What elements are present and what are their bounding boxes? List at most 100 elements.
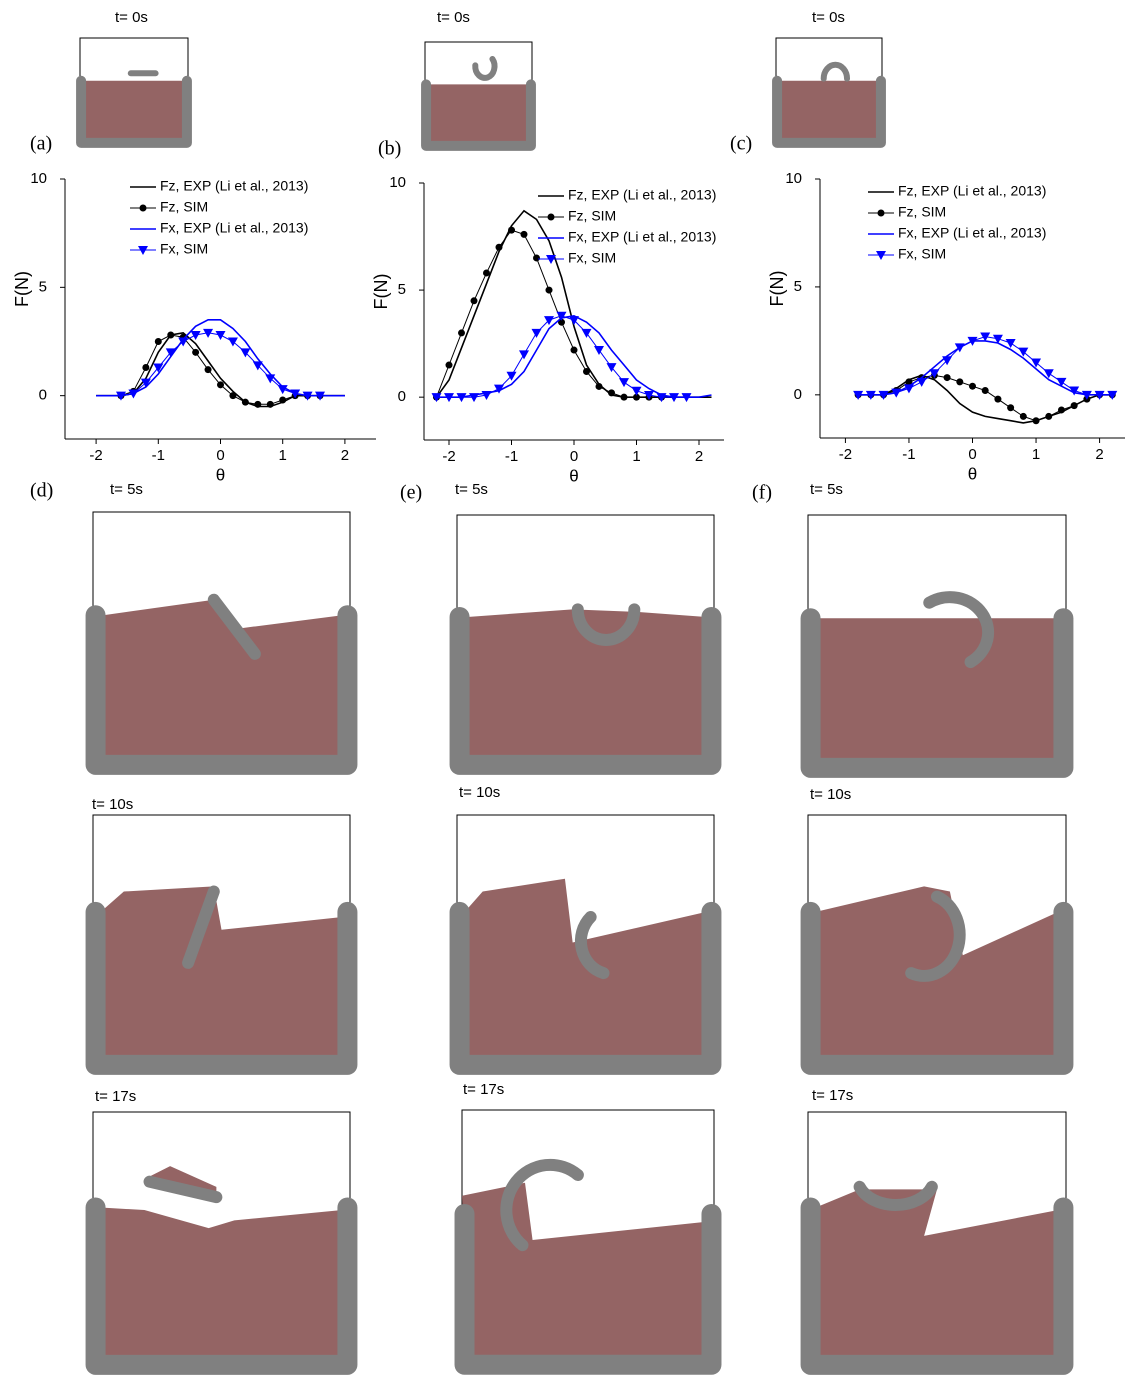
legend-label: Fz, EXP (Li et al., 2013) <box>568 187 716 203</box>
snapshot <box>93 1112 350 1370</box>
snapshot <box>93 512 350 770</box>
container-wall <box>811 1207 1064 1364</box>
intruder <box>860 1187 932 1205</box>
marker <box>279 396 287 404</box>
y-tick-label: 10 <box>785 170 802 187</box>
marker <box>546 255 556 264</box>
marker <box>583 367 590 375</box>
marker <box>942 356 953 366</box>
x-tick-label: -2 <box>89 447 102 464</box>
x-tick-label: -2 <box>442 448 455 465</box>
marker <box>1005 339 1016 349</box>
marker <box>633 393 640 401</box>
y-axis-label: F(N) <box>371 274 391 310</box>
marker <box>266 400 274 408</box>
marker <box>167 331 175 339</box>
marker <box>302 391 313 401</box>
marker <box>1107 390 1118 400</box>
marker <box>431 393 442 403</box>
container-wall <box>460 912 712 1065</box>
marker <box>315 391 326 401</box>
granular-bed <box>83 80 185 142</box>
marker <box>865 390 876 400</box>
marker <box>876 251 886 260</box>
time-label: t= 10s <box>810 786 851 803</box>
x-tick-label: 1 <box>1032 446 1040 463</box>
y-axis-label: F(N) <box>767 271 787 307</box>
snapshot <box>776 38 882 145</box>
container-wall <box>460 617 712 765</box>
container-wall <box>465 1214 712 1365</box>
x-tick-label: 1 <box>632 448 640 465</box>
marker <box>980 332 991 342</box>
marker <box>644 391 654 401</box>
marker <box>669 393 679 403</box>
container-wall <box>811 912 1064 1065</box>
marker <box>544 316 554 326</box>
marker <box>878 390 889 400</box>
marker <box>445 361 453 369</box>
marker <box>533 254 540 262</box>
marker <box>483 269 490 277</box>
marker <box>569 316 579 326</box>
y-tick-label: 5 <box>39 278 47 295</box>
marker <box>456 393 467 403</box>
marker <box>681 393 692 403</box>
marker <box>1057 406 1065 414</box>
marker <box>458 329 465 337</box>
legend-label: Fz, EXP (Li et al., 2013) <box>160 178 308 194</box>
legend-label: Fz, EXP (Li et al., 2013) <box>898 183 1046 199</box>
intruder <box>188 892 214 963</box>
time-label: t= 0s <box>437 9 470 26</box>
marker <box>495 243 503 251</box>
marker <box>631 386 642 396</box>
x-tick-label: 0 <box>968 446 976 463</box>
marker <box>506 371 517 381</box>
marker <box>1019 412 1027 420</box>
series-line <box>858 374 1113 424</box>
marker <box>1069 386 1080 396</box>
marker <box>1007 404 1015 412</box>
marker <box>138 246 148 255</box>
marker <box>619 378 629 388</box>
x-tick-label: 2 <box>1095 446 1103 463</box>
time-label: t= 5s <box>110 481 143 498</box>
intruder <box>506 1165 578 1245</box>
marker <box>556 311 567 321</box>
marker <box>240 348 251 358</box>
marker <box>1031 358 1042 368</box>
time-label: t= 5s <box>455 481 488 498</box>
marker <box>570 346 578 354</box>
marker <box>606 363 617 373</box>
legend-label: Fz, SIM <box>898 204 946 220</box>
marker <box>469 393 479 403</box>
marker <box>956 378 964 386</box>
x-tick-label: -2 <box>839 446 852 463</box>
granular-clump <box>149 1166 217 1192</box>
granular-bed <box>815 618 1059 766</box>
intruder <box>214 600 255 654</box>
snapshot <box>457 815 714 1070</box>
marker <box>204 366 212 374</box>
series-line <box>858 336 1113 396</box>
marker <box>128 389 139 399</box>
intruder <box>475 59 494 78</box>
x-tick-label: 2 <box>341 447 349 464</box>
marker <box>1032 417 1040 425</box>
marker <box>916 377 927 387</box>
marker <box>217 381 224 389</box>
snapshot <box>457 515 714 770</box>
intruder <box>150 1182 217 1197</box>
y-tick-label: 0 <box>39 387 47 404</box>
x-tick-label: -1 <box>152 447 165 464</box>
legend-label: Fx, EXP (Li et al., 2013) <box>568 229 716 245</box>
marker <box>277 385 288 395</box>
x-tick-label: 1 <box>279 447 287 464</box>
x-tick-label: 2 <box>695 448 703 465</box>
marker <box>165 348 176 358</box>
marker <box>594 346 604 356</box>
panel-label: (b) <box>378 138 401 160</box>
panel-label: (a) <box>30 133 52 155</box>
container-wall <box>81 81 187 143</box>
y-tick-label: 10 <box>389 174 406 191</box>
